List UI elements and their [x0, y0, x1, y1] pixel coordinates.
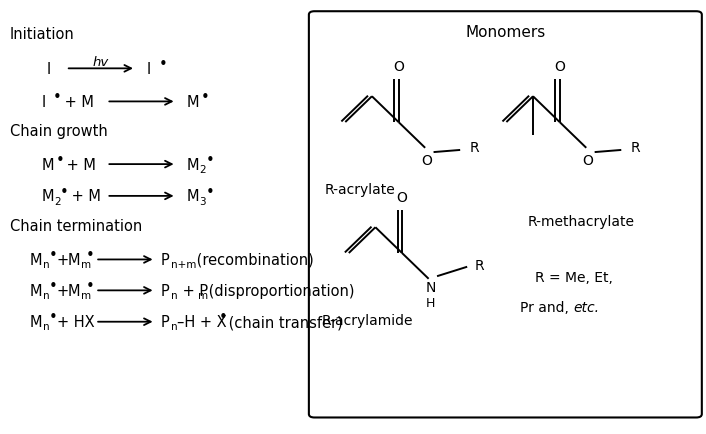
Text: •: •: [206, 184, 215, 199]
Text: M: M: [186, 157, 199, 172]
Text: •: •: [48, 310, 57, 325]
FancyBboxPatch shape: [309, 12, 702, 418]
Text: •: •: [158, 57, 167, 72]
Text: M: M: [42, 189, 54, 204]
Text: R: R: [469, 141, 479, 155]
Text: I: I: [146, 62, 150, 77]
Text: hv: hv: [92, 56, 109, 69]
Text: O: O: [582, 154, 593, 168]
Text: R = Me, Et,: R = Me, Et,: [534, 270, 613, 284]
Text: n: n: [171, 290, 177, 300]
Text: M: M: [186, 95, 199, 110]
Text: + M: + M: [67, 189, 101, 204]
Text: n: n: [42, 290, 49, 300]
Text: •: •: [86, 248, 95, 263]
Text: +: +: [56, 283, 69, 298]
Text: Chain termination: Chain termination: [10, 218, 142, 233]
Text: •: •: [219, 310, 227, 325]
Text: P: P: [160, 283, 169, 298]
Text: O: O: [393, 60, 404, 74]
Text: N: N: [426, 281, 436, 295]
Text: O: O: [554, 60, 565, 74]
Text: R: R: [630, 141, 640, 155]
Text: + M: + M: [62, 157, 96, 172]
Text: +: +: [56, 252, 69, 267]
Text: M: M: [30, 283, 42, 298]
Text: •: •: [55, 152, 64, 168]
Text: •: •: [201, 90, 209, 105]
Text: P: P: [160, 252, 169, 267]
Text: m: m: [80, 260, 90, 270]
Text: M: M: [42, 157, 54, 172]
Text: R-acrylamide: R-acrylamide: [321, 313, 413, 327]
Text: •: •: [48, 248, 57, 263]
Text: M: M: [30, 252, 42, 267]
Text: n: n: [42, 260, 49, 270]
Text: M: M: [30, 315, 42, 329]
Text: + P: + P: [178, 283, 208, 298]
Text: + HX: + HX: [56, 315, 95, 329]
Text: Pr and,: Pr and,: [520, 300, 574, 314]
Text: O: O: [397, 191, 407, 205]
Text: –H + X: –H + X: [177, 315, 227, 329]
Text: I: I: [46, 62, 50, 77]
Text: etc.: etc.: [574, 300, 599, 314]
Text: (chain transfer): (chain transfer): [224, 315, 343, 329]
Text: •: •: [53, 90, 62, 105]
Text: n: n: [42, 322, 49, 332]
Text: •: •: [206, 152, 215, 168]
Text: M: M: [186, 189, 199, 204]
Text: Chain growth: Chain growth: [10, 124, 107, 139]
Text: •: •: [86, 279, 95, 293]
Text: P: P: [160, 315, 169, 329]
Text: •: •: [60, 184, 69, 199]
Text: Monomers: Monomers: [465, 25, 546, 40]
Text: Initiation: Initiation: [10, 27, 75, 43]
Text: 2: 2: [200, 164, 206, 174]
Text: + M: + M: [60, 95, 94, 110]
Text: (recombination): (recombination): [192, 252, 313, 267]
Text: n: n: [171, 322, 177, 332]
Text: •: •: [48, 279, 57, 293]
Text: I: I: [42, 95, 46, 110]
Text: m: m: [198, 290, 208, 300]
Text: H: H: [426, 296, 436, 309]
Text: M: M: [67, 283, 80, 298]
Text: M: M: [67, 252, 80, 267]
Text: 2: 2: [54, 196, 61, 206]
Text: R: R: [475, 258, 484, 273]
Text: R-methacrylate: R-methacrylate: [527, 214, 634, 228]
Text: n+m: n+m: [171, 260, 196, 270]
Text: R-acrylate: R-acrylate: [325, 182, 395, 196]
Text: O: O: [421, 154, 432, 168]
Text: 3: 3: [200, 196, 206, 206]
Text: m: m: [80, 290, 90, 300]
Text: (disproportionation): (disproportionation): [204, 283, 354, 298]
